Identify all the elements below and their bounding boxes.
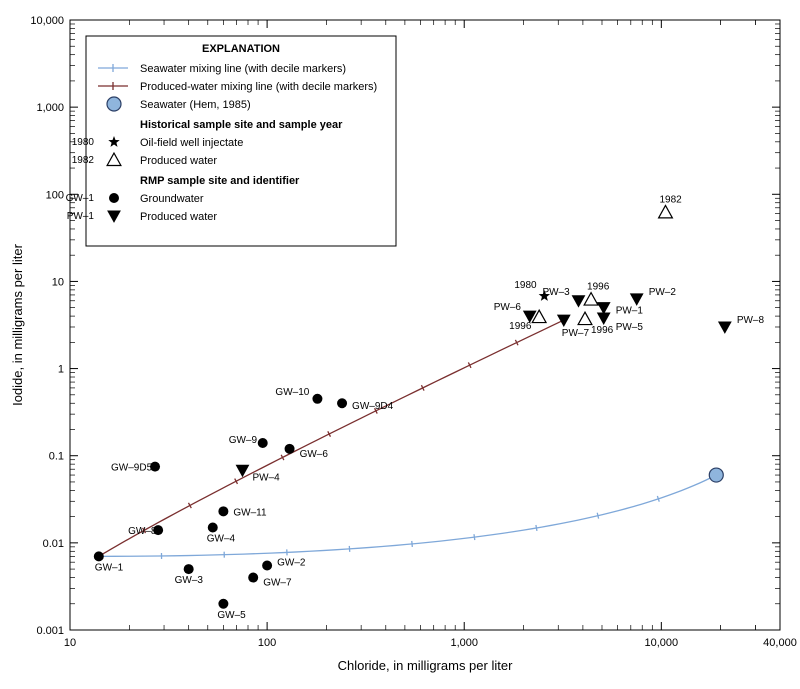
legend-tag: 1982 (72, 155, 95, 166)
point-label: GW–10 (275, 387, 309, 398)
groundwater-point (184, 564, 194, 574)
groundwater-point (262, 560, 272, 570)
y-tick-label: 1 (58, 364, 64, 376)
groundwater-point (312, 394, 322, 404)
groundwater-point (218, 599, 228, 609)
point-label: PW–6 (494, 302, 522, 313)
point-label: GW–2 (277, 557, 306, 568)
point-label: GW–3 (175, 575, 204, 586)
groundwater-point (248, 573, 258, 583)
groundwater-point (218, 506, 228, 516)
legend-item-label: Produced water (140, 211, 217, 223)
legend-item-label: Oil-field well injectate (140, 137, 243, 149)
y-tick-label: 1,000 (36, 102, 64, 114)
groundwater-point (208, 523, 218, 533)
groundwater-point (258, 438, 268, 448)
x-tick-label: 100 (258, 637, 276, 649)
point-label: GW–6 (300, 449, 329, 460)
y-tick-label: 0.01 (43, 538, 64, 550)
point-label: GW–4 (207, 534, 236, 545)
legend-tag: GW–1 (66, 193, 95, 204)
point-label: PW–8 (737, 315, 765, 326)
seawater-point (709, 468, 723, 482)
legend-item-label: Seawater (Hem, 1985) (140, 99, 251, 111)
point-label: 1982 (660, 194, 683, 205)
point-label: PW–1 (616, 306, 644, 317)
legend-item-label: Produced water (140, 155, 217, 167)
y-tick-label: 10 (52, 276, 64, 288)
point-label: PW–5 (616, 322, 644, 333)
scatter-chart: 10 100 1,000 10,000 40,000 Chloride, in milli… (0, 0, 800, 689)
point-label: GW–9D5 (111, 463, 153, 474)
point-label: 1996 (591, 325, 614, 336)
point-label: 1996 (509, 321, 532, 332)
point-label: 1996 (587, 282, 610, 293)
legend-tag: PW–1 (67, 211, 95, 222)
point-label: PW–2 (649, 287, 677, 298)
y-tick-label: 0.001 (36, 625, 64, 637)
point-label: GW–1 (95, 562, 124, 573)
point-label: GW–8 (128, 526, 157, 537)
x-tick-label: 10,000 (645, 637, 679, 649)
legend-tag: 1980 (72, 137, 95, 148)
legend-item-label: Seawater mixing line (with decile marker… (140, 63, 346, 75)
legend-item-label: Groundwater (140, 193, 204, 205)
legend-item-label: Produced-water mixing line (with decile … (140, 81, 377, 93)
x-axis-title: Chloride, in milligrams per liter (338, 658, 513, 673)
point-label: GW–5 (217, 610, 246, 621)
y-tick-label: 0.1 (49, 451, 64, 463)
groundwater-point (337, 398, 347, 408)
point-label: 1980 (514, 280, 537, 291)
y-tick-label: 100 (46, 189, 64, 201)
legend-title: EXPLANATION (202, 43, 280, 55)
point-label: GW–9 (229, 435, 258, 446)
y-axis-title: Iodide, in milligrams per liter (10, 243, 25, 406)
point-label: PW–7 (562, 328, 590, 339)
point-label: GW–7 (263, 578, 292, 589)
point-label: GW–9D4 (352, 401, 394, 412)
x-tick-label: 1,000 (450, 637, 478, 649)
groundwater-point (285, 444, 295, 454)
legend-subtitle: Historical sample site and sample year (140, 119, 343, 131)
groundwater-point (94, 551, 104, 561)
y-tick-label: 10,000 (30, 15, 64, 27)
point-label: GW–11 (233, 507, 267, 518)
x-tick-label: 40,000 (763, 637, 797, 649)
point-label: PW–4 (252, 472, 280, 483)
chart-container: 10 100 1,000 10,000 40,000 Chloride, in milli… (0, 0, 800, 689)
decile-tick (474, 534, 475, 540)
decile-tick (412, 541, 413, 547)
x-tick-label: 10 (64, 637, 76, 649)
legend-subtitle: RMP sample site and identifier (140, 175, 300, 187)
